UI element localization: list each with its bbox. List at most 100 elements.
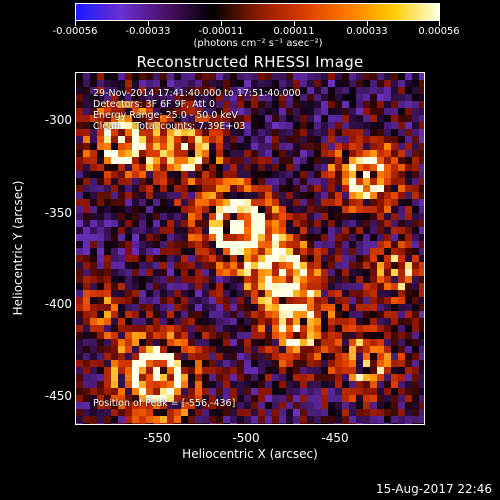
- heatmap-cell: [342, 395, 349, 402]
- heatmap-cell: [286, 73, 293, 80]
- heatmap-cell: [97, 248, 104, 255]
- heatmap-cell: [216, 122, 223, 129]
- heatmap-cell: [272, 241, 279, 248]
- heatmap-cell: [356, 409, 363, 416]
- heatmap-cell: [118, 255, 125, 262]
- heatmap-cell: [76, 353, 83, 360]
- heatmap-cell: [272, 164, 279, 171]
- heatmap-cell: [230, 388, 237, 395]
- heatmap-cell: [118, 150, 125, 157]
- heatmap-cell: [391, 346, 398, 353]
- heatmap-cell: [230, 304, 237, 311]
- heatmap-cell: [391, 325, 398, 332]
- heatmap-cell: [258, 262, 265, 269]
- heatmap-cell: [153, 248, 160, 255]
- heatmap-cell: [419, 367, 424, 374]
- heatmap-cell: [174, 185, 181, 192]
- heatmap-cell: [195, 73, 202, 80]
- heatmap-cell: [286, 360, 293, 367]
- heatmap-cell: [412, 241, 419, 248]
- heatmap-cell: [265, 171, 272, 178]
- heatmap-cell: [342, 367, 349, 374]
- heatmap-cell: [188, 367, 195, 374]
- heatmap-cell: [153, 283, 160, 290]
- heatmap-cell: [181, 87, 188, 94]
- heatmap-cell: [244, 409, 251, 416]
- heatmap-cell: [167, 73, 174, 80]
- heatmap-cell: [405, 248, 412, 255]
- heatmap-cell: [202, 423, 209, 424]
- heatmap-cell: [412, 129, 419, 136]
- heatmap-cell: [251, 311, 258, 318]
- heatmap-cell: [377, 318, 384, 325]
- heatmap-cell: [139, 423, 146, 424]
- heatmap-cell: [118, 108, 125, 115]
- heatmap-cell: [272, 227, 279, 234]
- heatmap-cell: [405, 255, 412, 262]
- heatmap-cell: [90, 395, 97, 402]
- heatmap-cell: [349, 290, 356, 297]
- heatmap-cell: [111, 304, 118, 311]
- heatmap-cell: [90, 234, 97, 241]
- heatmap-cell: [356, 213, 363, 220]
- heatmap-cell: [272, 395, 279, 402]
- heatmap-cell: [307, 269, 314, 276]
- heatmap-cell: [342, 227, 349, 234]
- heatmap-cell: [405, 304, 412, 311]
- heatmap-cell: [419, 150, 424, 157]
- heatmap-cell: [328, 283, 335, 290]
- heatmap-cell: [104, 129, 111, 136]
- heatmap-cell: [349, 423, 356, 424]
- heatmap-cell: [258, 402, 265, 409]
- heatmap-cell: [328, 227, 335, 234]
- heatmap-cell: [202, 311, 209, 318]
- heatmap-cell: [405, 353, 412, 360]
- heatmap-cell: [356, 262, 363, 269]
- heatmap-cell: [202, 115, 209, 122]
- heatmap-cell: [314, 227, 321, 234]
- heatmap-cell: [125, 374, 132, 381]
- heatmap-cell: [209, 199, 216, 206]
- heatmap-cell: [258, 122, 265, 129]
- heatmap-cell: [314, 136, 321, 143]
- heatmap-cell: [188, 80, 195, 87]
- heatmap-cell: [335, 276, 342, 283]
- heatmap-cell: [202, 94, 209, 101]
- heatmap-cell: [139, 185, 146, 192]
- heatmap-cell: [202, 185, 209, 192]
- heatmap-cell: [321, 381, 328, 388]
- heatmap-cell: [160, 339, 167, 346]
- heatmap-cell: [146, 325, 153, 332]
- heatmap-cell: [167, 423, 174, 424]
- heatmap-cell: [209, 129, 216, 136]
- heatmap-cell: [125, 234, 132, 241]
- heatmap-cell: [202, 80, 209, 87]
- heatmap-cell: [160, 108, 167, 115]
- heatmap-cell: [412, 388, 419, 395]
- heatmap-cell: [300, 234, 307, 241]
- heatmap-cell: [328, 234, 335, 241]
- heatmap-cell: [349, 416, 356, 423]
- heatmap-cell: [272, 339, 279, 346]
- heatmap-cell: [167, 325, 174, 332]
- heatmap-cell: [118, 353, 125, 360]
- heatmap-cell: [209, 143, 216, 150]
- heatmap-cell: [384, 416, 391, 423]
- heatmap-cell: [356, 171, 363, 178]
- heatmap-cell: [258, 346, 265, 353]
- heatmap-cell: [90, 353, 97, 360]
- heatmap-cell: [405, 115, 412, 122]
- heatmap-cell: [118, 388, 125, 395]
- heatmap-cell: [349, 255, 356, 262]
- heatmap-cell: [160, 311, 167, 318]
- heatmap-cell: [349, 220, 356, 227]
- heatmap-cell: [244, 360, 251, 367]
- heatmap-cell: [412, 360, 419, 367]
- heatmap-cell: [272, 220, 279, 227]
- heatmap-cell: [139, 150, 146, 157]
- heatmap-cell: [83, 360, 90, 367]
- heatmap-cell: [139, 276, 146, 283]
- heatmap-cell: [279, 311, 286, 318]
- heatmap-cell: [167, 227, 174, 234]
- heatmap-cell: [356, 423, 363, 424]
